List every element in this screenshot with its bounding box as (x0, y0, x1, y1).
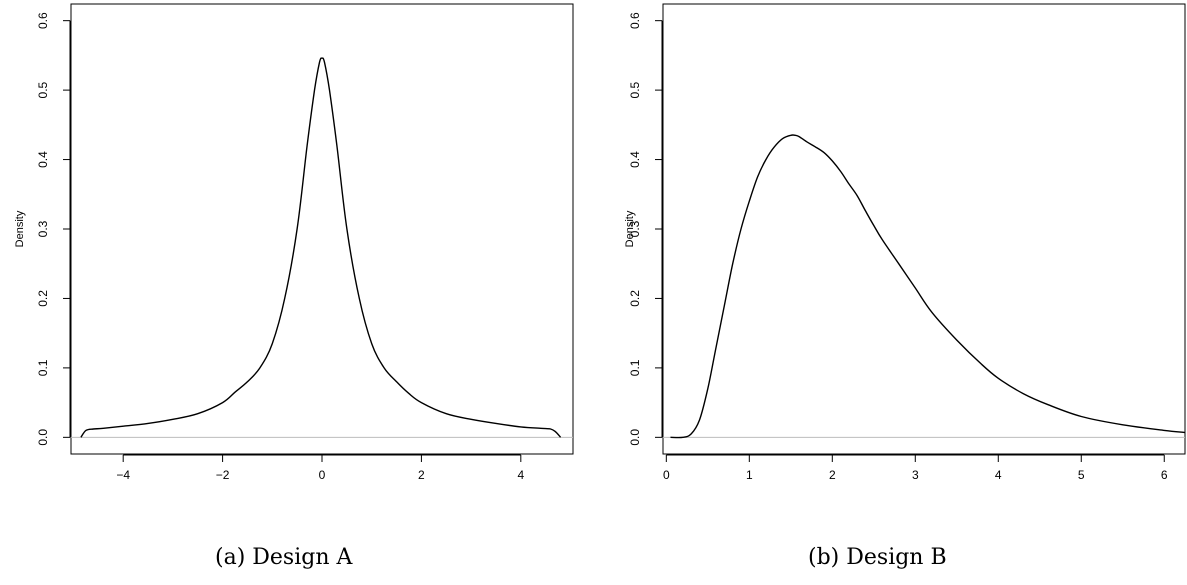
y-tick-label: 0.2 (36, 290, 50, 307)
y-tick-label: 0.5 (628, 81, 642, 98)
y-tick-label: 0.3 (628, 220, 642, 237)
y-axis-label: Density (624, 210, 636, 247)
plot-frame (70, 3, 574, 455)
x-tick-label: 0 (319, 468, 326, 482)
y-axis-label: Density (14, 210, 26, 247)
x-tick-label: 0 (663, 468, 670, 482)
density-curve (80, 57, 562, 438)
panel-design-a: −4 −2 0 2 4 0.0 0.1 0.2 0.3 0.4 0.5 0.6 Density (14, 3, 574, 482)
panel-design-b: 0 1 2 3 4 5 6 0.0 0.1 0.2 0.3 0.4 0.5 0.6 Density (624, 3, 1186, 482)
x-tick-label: 2 (418, 468, 425, 482)
x-tick-label: 1 (746, 468, 753, 482)
y-tick-label: 0.0 (628, 429, 642, 446)
x-tick-label: −2 (216, 468, 230, 482)
y-tick-label: 0.6 (628, 12, 642, 29)
caption-design-b: (b) Design B (808, 545, 947, 570)
x-tick-label: 5 (1078, 468, 1085, 482)
y-tick-label: 0.1 (36, 359, 50, 376)
x-tick-label: 6 (1161, 468, 1168, 482)
caption-design-a: (a) Design A (215, 545, 353, 570)
x-tick-label: −4 (116, 468, 130, 482)
x-tick-label: 3 (912, 468, 919, 482)
y-tick-label: 0.2 (628, 290, 642, 307)
x-tick-label: 2 (829, 468, 836, 482)
y-tick-label: 0.3 (36, 220, 50, 237)
x-tick-label: 4 (517, 468, 524, 482)
y-tick-label: 0.1 (628, 359, 642, 376)
density-curve (670, 134, 1186, 439)
y-tick-label: 0.4 (628, 151, 642, 168)
x-tick-label: 4 (995, 468, 1002, 482)
plot-frame (662, 3, 1186, 455)
y-tick-label: 0.0 (36, 429, 50, 446)
y-tick-label: 0.4 (36, 151, 50, 168)
y-tick-label: 0.6 (36, 12, 50, 29)
y-tick-label: 0.5 (36, 81, 50, 98)
